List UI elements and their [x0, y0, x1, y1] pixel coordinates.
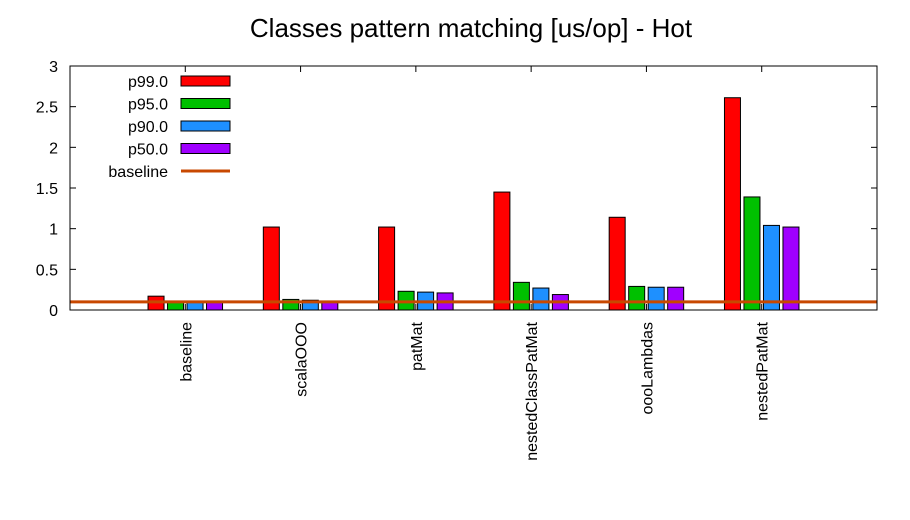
bar-p50.0-nestedPatMat	[782, 226, 800, 311]
x-category-label: nestedPatMat	[755, 321, 772, 420]
y-tick-label: 1	[49, 222, 58, 239]
legend-label-p95.0: p95.0	[128, 97, 168, 114]
bar-p99.0-patMat	[378, 226, 396, 311]
y-tick-label: 2	[49, 140, 58, 157]
legend-label-p99.0: p99.0	[128, 74, 168, 91]
x-category-label: patMat	[409, 321, 426, 370]
legend-swatch-p99.0	[180, 75, 231, 87]
y-tick-label: 0.5	[36, 262, 58, 279]
bars-group	[147, 97, 800, 311]
y-tick-label: 1.5	[36, 181, 58, 198]
bar-p90.0-oooLambdas	[647, 286, 665, 311]
legend-swatch-p95.0	[180, 98, 231, 109]
y-tick-label: 3	[49, 59, 58, 76]
chart-title: Classes pattern matching [us/op] - Hot	[250, 13, 693, 43]
x-category-label: scalaOOO	[294, 322, 311, 397]
legend-label-p90.0: p90.0	[128, 119, 168, 136]
bar-p99.0-scalaOOO	[262, 226, 280, 311]
plot-frame	[69, 65, 878, 311]
x-category-label: oooLambdas	[639, 322, 656, 415]
x-category-label: nestedClassPatMat	[524, 321, 541, 460]
legend: p99.0 p95.0 p90.0 p50.0 baseline	[108, 74, 231, 181]
bar-p99.0-oooLambdas	[608, 216, 626, 311]
y-tick-label: 2.5	[36, 100, 58, 117]
bar-p95.0-nestedClassPatMat	[512, 281, 530, 311]
legend-swatch-p90.0	[180, 120, 231, 132]
bar-p95.0-oooLambdas	[628, 285, 646, 311]
bar-p99.0-nestedPatMat	[723, 97, 741, 311]
y-tick-label: 0	[49, 303, 58, 320]
legend-label-baseline: baseline	[108, 164, 168, 181]
bar-p50.0-oooLambdas	[667, 286, 685, 311]
bar-p99.0-nestedClassPatMat	[493, 191, 511, 311]
bar-p95.0-nestedPatMat	[743, 196, 761, 311]
plot-axes: 0 0.5 1 1.5 2 2.5 3 baseline scalaOOO patMat neste…	[36, 59, 877, 461]
bar-p90.0-nestedPatMat	[762, 224, 780, 311]
x-category-label: baseline	[178, 322, 195, 382]
legend-label-p50.0: p50.0	[128, 142, 168, 159]
bar-p90.0-nestedClassPatMat	[532, 287, 550, 311]
legend-swatch-p50.0	[180, 143, 231, 154]
